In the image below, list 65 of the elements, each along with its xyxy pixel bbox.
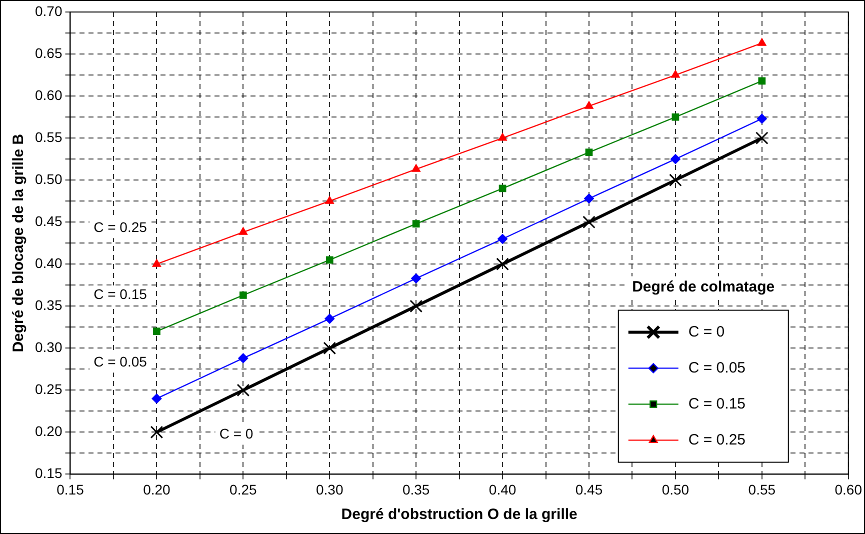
point <box>758 77 766 85</box>
point <box>150 426 164 439</box>
point <box>498 234 508 244</box>
point <box>584 101 594 109</box>
point <box>323 342 336 355</box>
point <box>238 227 248 235</box>
point <box>671 70 680 78</box>
point <box>152 259 162 267</box>
point <box>412 220 420 228</box>
y-tick-label: 0.25 <box>35 381 62 398</box>
point <box>498 133 507 141</box>
point <box>498 184 506 192</box>
y-tick-label: 0.65 <box>35 44 62 61</box>
point <box>412 164 420 172</box>
legend-title: Degré de colmatage <box>632 278 775 296</box>
x-tick-label: 0.20 <box>143 481 171 498</box>
x-tick-label: 0.15 <box>56 481 84 498</box>
y-tick-label: 0.45 <box>35 212 62 229</box>
point <box>152 394 162 404</box>
point <box>582 216 596 228</box>
x-tick-label: 0.50 <box>662 481 690 498</box>
legend-label: C = 0.05 <box>688 359 746 376</box>
y-tick-label: 0.40 <box>35 254 62 271</box>
legend-label: C = 0.25 <box>688 431 746 448</box>
x-tick-label: 0.25 <box>230 481 257 498</box>
point <box>326 256 334 264</box>
y-tick-label: 0.30 <box>35 339 62 356</box>
y-tick-label: 0.70 <box>35 2 62 19</box>
point <box>238 353 248 364</box>
x-axis-title: Degré d'obstruction O de la grille <box>341 506 578 524</box>
point <box>756 114 767 124</box>
point <box>236 384 250 397</box>
annotation: C = 0 <box>219 426 254 442</box>
point <box>756 132 768 144</box>
point <box>758 38 766 46</box>
annotation: C = 0.25 <box>94 218 148 235</box>
legend-label: C = 0.15 <box>688 395 746 412</box>
annotation: C = 0.05 <box>94 353 148 370</box>
point <box>496 258 509 271</box>
x-tick-label: 0.55 <box>748 481 776 498</box>
point <box>585 148 593 156</box>
y-tick-label: 0.15 <box>35 465 62 482</box>
point <box>669 174 682 186</box>
y-tick-label: 0.60 <box>35 86 62 103</box>
legend-label: C = 0 <box>688 323 725 340</box>
point <box>584 194 594 204</box>
point <box>670 154 680 164</box>
y-tick-label: 0.50 <box>35 170 62 187</box>
y-tick-label: 0.55 <box>35 128 62 145</box>
x-tick-label: 0.35 <box>402 481 430 498</box>
point <box>325 196 334 204</box>
x-tick-label: 0.45 <box>575 481 603 498</box>
annotation: C = 0.15 <box>94 286 148 302</box>
y-axis-title: Degré de blocage de la grille B <box>10 134 28 352</box>
point <box>410 300 422 313</box>
point <box>324 314 335 324</box>
x-tick-label: 0.40 <box>488 481 516 498</box>
x-tick-label: 0.60 <box>834 481 862 498</box>
point <box>239 292 247 299</box>
y-tick-label: 0.35 <box>35 296 62 313</box>
y-tick-label: 0.20 <box>35 423 62 440</box>
point <box>672 113 680 121</box>
x-tick-label: 0.30 <box>316 481 344 498</box>
point <box>411 273 422 284</box>
point <box>153 328 160 336</box>
